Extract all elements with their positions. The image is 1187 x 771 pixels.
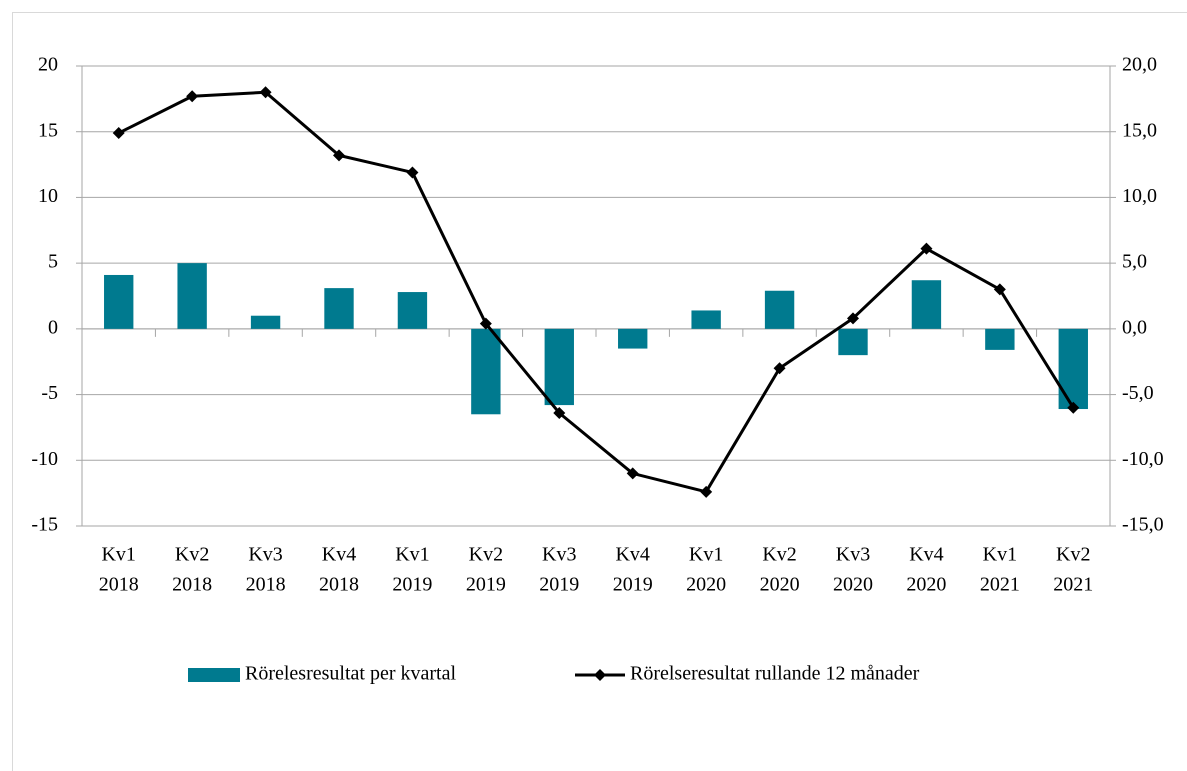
x-tick-label: Kv1 xyxy=(101,544,135,566)
x-tick-label: 2020 xyxy=(833,574,873,596)
x-tick-label: 2018 xyxy=(99,574,139,596)
legend-swatch xyxy=(188,668,240,682)
x-tick-label: 2018 xyxy=(246,574,286,596)
x-tick-label: 2020 xyxy=(760,574,800,596)
x-tick-label: 2019 xyxy=(392,574,432,596)
y2-tick-label: -5,0 xyxy=(1122,382,1154,404)
y2-tick-label: 20,0 xyxy=(1122,54,1157,76)
bar xyxy=(544,328,574,406)
x-tick-label: Kv1 xyxy=(983,544,1017,566)
bar xyxy=(691,310,721,329)
x-tick-label: 2021 xyxy=(1053,574,1093,596)
x-tick-label: Kv3 xyxy=(836,544,870,566)
x-tick-label: 2019 xyxy=(466,574,506,596)
y2-tick-label: 5,0 xyxy=(1122,251,1147,273)
x-tick-label: 2020 xyxy=(686,574,726,596)
y-tick-label: 0 xyxy=(48,316,58,338)
x-tick-label: Kv2 xyxy=(469,544,503,566)
y-tick-label: 20 xyxy=(38,54,58,76)
legend-label: Rörelesresultat per kvartal xyxy=(245,663,456,685)
x-tick-label: 2020 xyxy=(906,574,946,596)
line-marker xyxy=(993,283,1006,296)
bar xyxy=(838,328,868,356)
y-tick-label: 10 xyxy=(38,185,58,207)
legend-marker xyxy=(594,669,606,681)
x-tick-label: Kv2 xyxy=(762,544,796,566)
bar xyxy=(985,328,1015,350)
x-tick-label: 2018 xyxy=(319,574,359,596)
x-tick-label: Kv4 xyxy=(615,544,649,566)
x-tick-label: Kv3 xyxy=(248,544,282,566)
x-tick-label: Kv1 xyxy=(395,544,429,566)
line xyxy=(118,90,1075,494)
y2-tick-label: -15,0 xyxy=(1122,514,1164,536)
y2-tick-label: 0,0 xyxy=(1122,316,1147,338)
bar xyxy=(397,292,428,329)
x-tick-label: Kv2 xyxy=(1056,544,1090,566)
x-tick-label: Kv3 xyxy=(542,544,576,566)
y2-tick-label: 15,0 xyxy=(1122,119,1157,141)
bar xyxy=(1058,328,1088,410)
line-marker xyxy=(773,362,786,375)
bar xyxy=(618,328,648,349)
y-tick-label: -10 xyxy=(31,448,58,470)
y-tick-label: -15 xyxy=(31,514,58,536)
line-marker xyxy=(700,485,713,498)
bar xyxy=(104,274,134,329)
x-tick-label: 2018 xyxy=(172,574,212,596)
bar xyxy=(764,290,795,329)
line-marker xyxy=(406,166,419,179)
x-tick-label: Kv4 xyxy=(909,544,943,566)
x-tick-label: Kv4 xyxy=(322,544,356,566)
line-marker xyxy=(112,127,125,140)
bar xyxy=(471,328,501,415)
y-tick-label: 5 xyxy=(48,251,58,273)
line-marker xyxy=(259,86,272,99)
line-marker xyxy=(920,242,933,255)
x-tick-label: Kv2 xyxy=(175,544,209,566)
bar xyxy=(177,263,207,329)
chart-frame xyxy=(12,12,1187,771)
y2-tick-label: -10,0 xyxy=(1122,448,1164,470)
line-marker xyxy=(333,149,345,162)
line-marker xyxy=(479,317,492,330)
bar xyxy=(250,315,281,329)
y-tick-label: -5 xyxy=(41,382,58,404)
legend-label: Rörelseresultat rullande 12 månader xyxy=(630,663,920,685)
line-marker xyxy=(626,467,639,480)
x-tick-label: 2019 xyxy=(539,574,579,596)
bar xyxy=(911,280,942,329)
line-marker xyxy=(553,406,566,419)
x-tick-label: Kv1 xyxy=(689,544,723,566)
line-marker xyxy=(186,90,199,103)
y-tick-label: 15 xyxy=(38,119,58,141)
x-tick-label: 2021 xyxy=(980,574,1020,596)
x-tick-label: 2019 xyxy=(613,574,653,596)
bar xyxy=(324,288,354,329)
line-marker xyxy=(1067,401,1080,414)
y2-tick-label: 10,0 xyxy=(1122,185,1157,207)
line-marker xyxy=(847,312,859,325)
